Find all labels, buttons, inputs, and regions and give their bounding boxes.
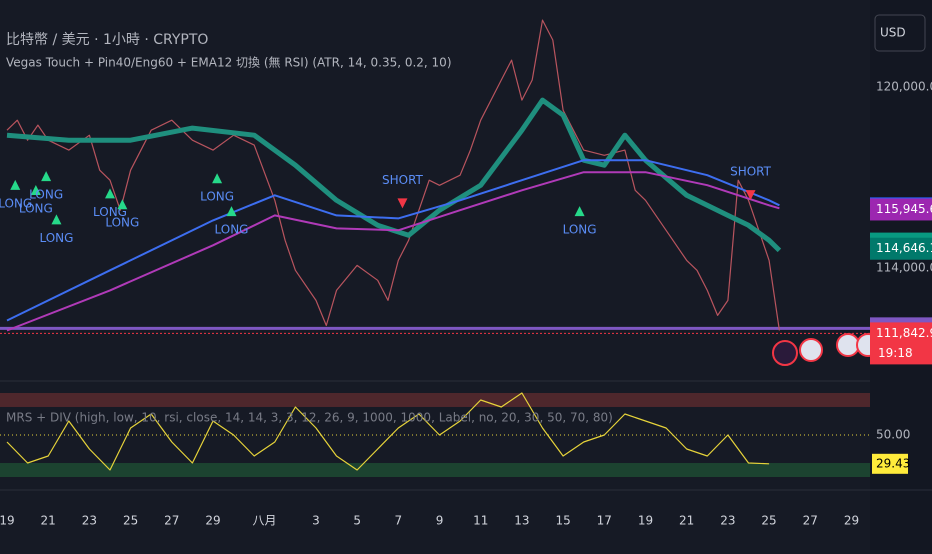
x-tick-label: 25 (761, 514, 776, 528)
signal-arrow (226, 206, 237, 217)
signal-arrow (104, 188, 115, 199)
series-line (6, 159, 780, 322)
price-label: 111,842.94 (876, 326, 932, 340)
signal-arrow (30, 185, 41, 196)
lightning-icon[interactable] (772, 340, 798, 366)
series-line (6, 171, 780, 332)
x-tick-label: 29 (844, 514, 859, 528)
series-line (6, 392, 770, 471)
last-value-label: 29.43 (876, 456, 910, 470)
x-tick-label: 5 (353, 514, 361, 528)
x-tick-label: 9 (436, 514, 444, 528)
x-tick-label: 27 (803, 514, 818, 528)
series-line (6, 19, 780, 331)
flag-icon[interactable] (799, 338, 823, 362)
y-tick-label: 114,000.00 (876, 261, 932, 275)
signal-label: LONG (39, 231, 73, 245)
signal-label: LONG (19, 202, 53, 216)
event-icons (772, 333, 880, 366)
x-tick-label: 3 (312, 514, 320, 528)
signal-label: LONG (105, 216, 139, 230)
chart-title: 比特幣 / 美元 · 1小時 · CRYPTO (6, 32, 208, 48)
currency-button[interactable] (874, 14, 926, 52)
price-label: 114,646.10 (876, 241, 932, 255)
last-value-box (872, 453, 908, 474)
x-tick-label: 19 (638, 514, 653, 528)
signal-label: LONG (200, 190, 234, 204)
x-tick-label: 八月 (252, 514, 276, 528)
indicator-title: Vegas Touch + Pin40/Eng60 + EMA12 切換 (無 … (6, 55, 452, 70)
zone-band (0, 392, 870, 407)
signal-label: LONG (29, 188, 63, 202)
x-tick-label: 17 (597, 514, 612, 528)
x-tick-label: 21 (679, 514, 694, 528)
signal-label: LONG (215, 223, 249, 237)
series-line (6, 97, 782, 253)
x-tick-label: 19 (0, 514, 15, 528)
y-tick-label: 120,000.00 (876, 79, 932, 93)
x-tick-label: 15 (555, 514, 570, 528)
signal-arrow (117, 199, 128, 210)
currency-label: USD (880, 26, 906, 40)
x-tick-label: 7 (395, 514, 403, 528)
x-tick-label: 23 (720, 514, 735, 528)
price-label: 115,945.62 (876, 202, 932, 216)
x-tick-label: 11 (473, 514, 488, 528)
x-tick-label: 21 (41, 514, 56, 528)
signal-label: LONG (563, 223, 597, 237)
signal-arrow (212, 173, 223, 184)
x-tick-label: 25 (123, 514, 138, 528)
signal-arrow (51, 214, 62, 225)
flag-icon[interactable] (836, 333, 860, 357)
lower-indicator-title: MRS + DIV (high, low, 10, rsi, close, 14… (6, 411, 613, 425)
x-tick-label: 29 (205, 514, 220, 528)
signal-label: SHORT (382, 173, 424, 187)
signal-arrow (10, 179, 21, 190)
x-tick-label: 27 (164, 514, 179, 528)
signal-arrow (574, 206, 585, 217)
signal-label: LONG (0, 196, 32, 210)
signal-arrow (397, 198, 408, 209)
price-label-box (870, 322, 932, 365)
price-label-box (870, 237, 932, 260)
y-tick-label: 50.00 (876, 428, 910, 442)
signal-label: SHORT (730, 165, 772, 179)
price-label-box (870, 198, 932, 221)
countdown: 19:18 (878, 346, 913, 360)
x-tick-label: 23 (82, 514, 97, 528)
signal-arrow (745, 190, 756, 201)
zone-band (0, 463, 870, 478)
x-tick-label: 13 (514, 514, 529, 528)
signal-arrow (41, 171, 52, 182)
